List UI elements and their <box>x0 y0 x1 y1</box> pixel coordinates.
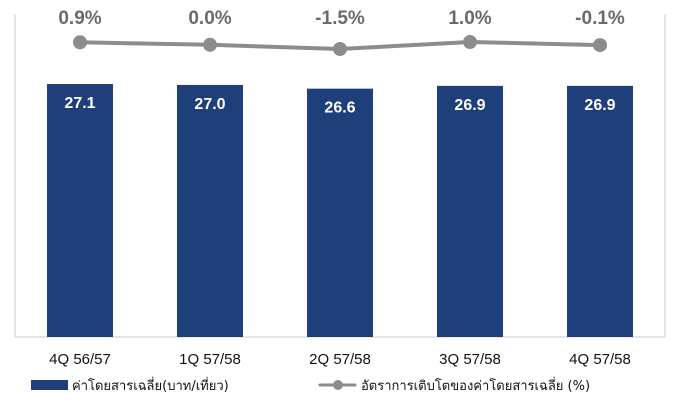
growth-value-label: -1.5% <box>315 8 365 29</box>
bar-2 <box>307 88 373 337</box>
growth-point-3 <box>463 35 477 49</box>
x-tick-label: 2Q 57/58 <box>309 351 371 368</box>
bar-value-label: 26.6 <box>324 100 355 117</box>
growth-value-label: 0.9% <box>58 8 101 29</box>
growth-value-label: 1.0% <box>448 8 491 29</box>
growth-value-label: 0.0% <box>188 8 231 29</box>
x-tick-label: 4Q 56/57 <box>49 351 111 368</box>
legend-line-label: อัตราการเติบโตของค่าโดยสารเฉลี่ย (%) <box>361 377 590 394</box>
growth-point-1 <box>203 37 217 52</box>
bar-value-label: 27.0 <box>194 96 225 113</box>
bar-value-label: 26.9 <box>584 97 615 114</box>
x-tick-label: 1Q 57/58 <box>179 351 241 368</box>
growth-point-4 <box>593 38 607 53</box>
plot-area: 27.1 4Q 56/57 27.0 1Q 57/58 26.6 2Q 57/58 26.9… <box>14 8 666 368</box>
growth-point-0 <box>73 35 87 50</box>
legend-bar-label: ค่าโดยสารเฉลี่ย(บาท/เที่ยว) <box>72 377 229 394</box>
growth-point-2 <box>333 42 347 56</box>
growth-value-label: -0.1% <box>575 8 625 29</box>
bar-0 <box>47 84 113 337</box>
x-tick-label: 4Q 57/58 <box>569 351 631 368</box>
bar-4 <box>567 85 633 337</box>
bar-value-label: 27.1 <box>64 95 95 112</box>
legend-bar-swatch <box>31 380 68 390</box>
bar-3 <box>437 85 503 337</box>
bar-value-label: 26.9 <box>454 97 485 114</box>
bar-1 <box>177 84 243 337</box>
legend: ค่าโดยสารเฉลี่ย(บาท/เที่ยว) อัตราการเติบโ… <box>31 377 590 394</box>
legend-line-marker <box>333 380 343 390</box>
x-tick-label: 3Q 57/58 <box>439 351 501 368</box>
